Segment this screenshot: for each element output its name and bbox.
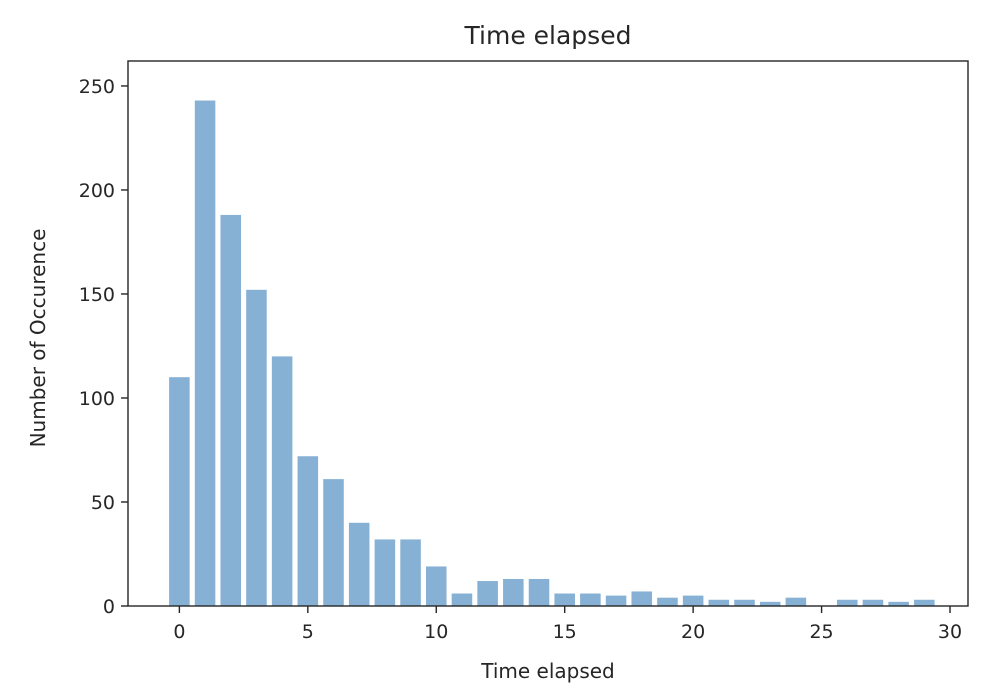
y-tick-label: 200 [79, 180, 115, 202]
plot-frame [127, 60, 969, 607]
bar-15 [554, 593, 575, 606]
bar-26 [836, 599, 858, 606]
bar-0 [169, 377, 190, 606]
bar-7 [348, 522, 370, 606]
bar-2 [220, 214, 242, 606]
y-tick-label: 150 [79, 284, 115, 306]
bar-28 [888, 601, 909, 606]
x-tick-label: 5 [302, 621, 314, 643]
bar-9 [400, 539, 421, 606]
bar-16 [580, 593, 601, 606]
bar-1 [194, 100, 216, 607]
y-tick-label: 0 [103, 596, 115, 618]
bar-23 [759, 601, 781, 606]
x-tick-label: 25 [809, 621, 833, 643]
y-tick-label: 250 [79, 76, 115, 98]
y-tick-label: 50 [91, 492, 115, 514]
x-tick-label: 15 [553, 621, 577, 643]
bars-group [169, 100, 935, 607]
x-tick-label: 20 [681, 621, 705, 643]
bar-6 [323, 479, 344, 606]
bar-21 [708, 599, 730, 606]
bar-29 [914, 599, 935, 606]
chart-title: Time elapsed [464, 21, 632, 50]
bar-12 [477, 581, 498, 606]
bar-11 [451, 593, 473, 606]
x-tick-label: 10 [424, 621, 448, 643]
bar-18 [631, 591, 653, 606]
bar-20 [682, 595, 704, 606]
y-axis: 0 50 100 150 200 250 [79, 76, 128, 618]
bar-4 [271, 356, 293, 606]
bar-10 [425, 566, 447, 606]
x-tick-label: 0 [173, 621, 185, 643]
x-tick-label: 30 [938, 621, 962, 643]
bar-27 [862, 599, 884, 606]
y-tick-label: 100 [79, 388, 115, 410]
x-axis: 0 5 10 15 20 25 30 [173, 606, 962, 643]
y-axis-title: Number of Occurence [26, 229, 50, 448]
bar-24 [785, 597, 807, 606]
bar-22 [734, 599, 755, 606]
x-axis-title: Time elapsed [480, 659, 615, 683]
bar-5 [297, 456, 319, 606]
bar-8 [374, 539, 396, 606]
bar-17 [605, 595, 627, 606]
bar-19 [657, 597, 678, 606]
bar-13 [503, 578, 524, 606]
bar-3 [246, 289, 267, 606]
bar-14 [528, 578, 550, 606]
